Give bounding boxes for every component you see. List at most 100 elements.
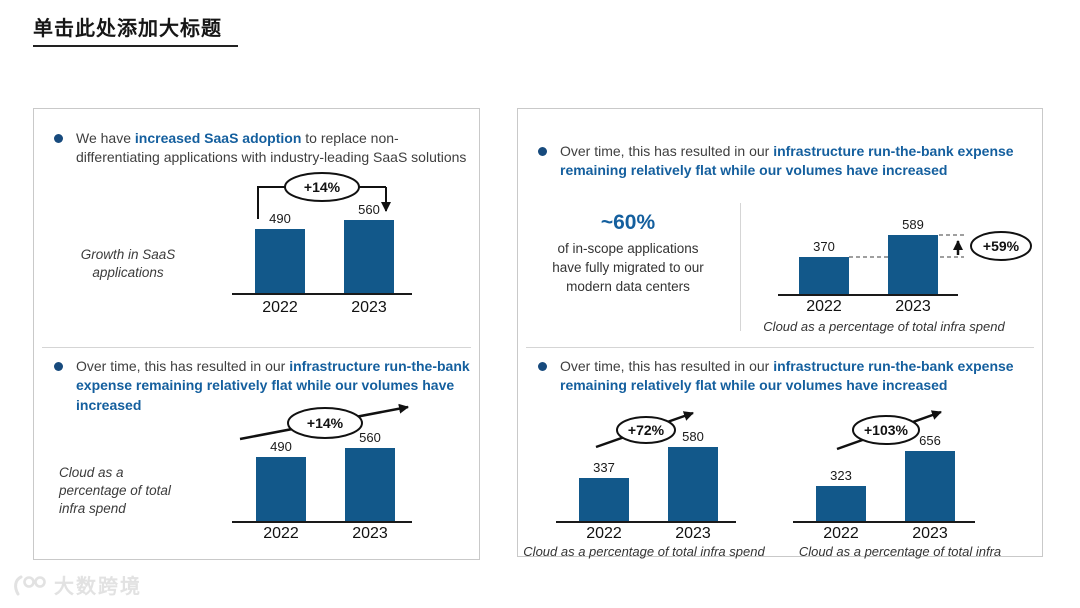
migration-stat: ~60% of in-scope applications have fully… [546, 211, 710, 296]
percent-badge-label: +59% [983, 238, 1020, 254]
x-tick-labels: 2022 2023 [816, 525, 955, 543]
chart-infra-spend-top: +59% 370 589 2022 2023 [758, 197, 1044, 317]
bar-value-label: 337 [593, 460, 615, 475]
bar-group-2022: 490 [255, 211, 305, 293]
bullet-run-the-bank: Over time, this has resulted in our infr… [538, 357, 1028, 396]
chart-infra-spend-bottom-left: +72% 337 580 2022 2023 [554, 407, 778, 545]
percent-badge [616, 416, 676, 444]
bar-2023 [345, 448, 395, 521]
percent-badge-label: +14% [304, 179, 341, 195]
bars-row: 490 560 [256, 430, 395, 521]
chart-caption: Cloud as a percentage of total infra spe… [763, 319, 1005, 334]
bar-2022 [579, 478, 629, 521]
bar-value-label: 656 [919, 433, 941, 448]
stat-description: of in-scope applications have fully migr… [552, 241, 704, 295]
bar-value-label: 323 [830, 468, 852, 483]
x-tick-2023: 2023 [912, 525, 948, 542]
right-panel: Over time, this has resulted in our infr… [517, 108, 1044, 559]
vertical-divider [740, 203, 741, 331]
bar-2023 [905, 451, 955, 521]
bullet-text-prefix: Over time, this has resulted in our [560, 143, 774, 159]
watermark-text: 大数跨境 [54, 576, 142, 598]
bars-row: 370 589 [799, 217, 938, 294]
bar-group-2023: 656 [905, 433, 955, 521]
bullet-text-prefix: We have [76, 130, 135, 146]
bar-2023 [344, 220, 394, 293]
bar-group-2022: 323 [816, 468, 866, 521]
x-tick-2023: 2023 [351, 299, 387, 316]
bar-group-2023: 560 [344, 202, 394, 293]
bars-row: 323 656 [816, 433, 955, 521]
bar-group-2023: 560 [345, 430, 395, 521]
section-divider [526, 347, 1034, 348]
bullet-dot-icon [54, 362, 63, 371]
left-panel: We have increased SaaS adoption to repla… [33, 108, 480, 560]
bar-2022 [256, 457, 306, 521]
bullet-text-highlight: increased SaaS adoption [134, 130, 302, 146]
bar-2023 [668, 447, 718, 521]
slide-title-placeholder[interactable]: 单击此处添加大标题 [33, 12, 238, 47]
bullet-text-suffix: to replace non-differentiating applicati… [76, 130, 467, 166]
bullet-dot-icon [538, 147, 547, 156]
bullet-run-the-bank: Over time, this has resulted in our infr… [54, 357, 471, 415]
x-tick-labels: 2022 2023 [799, 298, 938, 316]
x-tick-labels: 2022 2023 [579, 525, 718, 543]
x-tick-2022: 2022 [263, 525, 299, 542]
bullet-dot-icon [54, 134, 63, 143]
percent-badge-label: +14% [307, 415, 344, 431]
chart-caption: Cloud as a percentage of total infra [798, 544, 1002, 559]
bullet-dot-icon [538, 362, 547, 371]
bullet-text: We have increased SaaS adoption to repla… [76, 129, 469, 168]
bullet-text: Over time, this has resulted in our infr… [560, 357, 1028, 396]
percent-badge [284, 172, 360, 202]
bar-value-label: 490 [270, 439, 292, 454]
x-tick-2022: 2022 [823, 525, 859, 542]
percent-badge [287, 407, 363, 439]
x-tick-2023: 2023 [352, 525, 388, 542]
percent-badge-label: +72% [628, 422, 665, 438]
bullet-saas-adoption: We have increased SaaS adoption to repla… [54, 129, 469, 168]
bar-value-label: 560 [359, 430, 381, 445]
bar-2023 [888, 235, 938, 294]
bars-row: 490 560 [255, 202, 394, 293]
x-tick-2022: 2022 [586, 525, 622, 542]
growth-annotation-diagonal: +72% [595, 411, 694, 449]
x-tick-labels: 2022 2023 [256, 525, 395, 543]
bullet-text: Over time, this has resulted in our infr… [560, 142, 1028, 181]
chart-caption: Cloud as a percentage of total infra spe… [523, 544, 765, 559]
bullet-text: Over time, this has resulted in our infr… [76, 357, 471, 415]
bar-2022 [799, 257, 849, 294]
chart-growth-saas: +14% 490 560 2022 2023 [210, 171, 446, 319]
bullet-text-highlight: infrastructure run-the-bank expense rema… [76, 358, 470, 413]
percent-badge [852, 415, 920, 445]
x-axis [232, 293, 412, 295]
percent-badge-label: +103% [864, 422, 909, 438]
watermark: 大数跨境 [10, 570, 142, 599]
section-divider [42, 347, 471, 348]
x-axis [232, 521, 412, 523]
bullet-run-the-bank: Over time, this has resulted in our infr… [538, 142, 1028, 181]
bar-2022 [255, 229, 305, 293]
bar-group-2022: 370 [799, 239, 849, 294]
x-tick-2022: 2022 [262, 299, 298, 316]
bar-group-2022: 337 [579, 460, 629, 521]
bar-2022 [816, 486, 866, 521]
bar-group-2023: 589 [888, 217, 938, 294]
growth-annotation-diagonal: +14% [239, 403, 409, 441]
bullet-text-prefix: Over time, this has resulted in our [560, 358, 774, 374]
bar-value-label: 490 [269, 211, 291, 226]
bullet-text-highlight: infrastructure run-the-bank expense rema… [560, 143, 1014, 179]
x-tick-2023: 2023 [675, 525, 711, 542]
watermark-logo-icon [14, 575, 46, 595]
bar-value-label: 560 [358, 202, 380, 217]
growth-annotation-bracket: +14% [257, 172, 391, 219]
x-tick-2022: 2022 [806, 298, 842, 315]
bar-value-label: 580 [682, 429, 704, 444]
growth-annotation-diagonal: +103% [836, 410, 942, 451]
x-axis [778, 294, 958, 296]
stat-value: ~60% [600, 211, 656, 234]
bar-group-2023: 580 [668, 429, 718, 521]
x-tick-2023: 2023 [895, 298, 931, 315]
bullet-text-highlight: infrastructure run-the-bank expense rema… [560, 358, 1014, 394]
percent-badge [970, 231, 1032, 261]
